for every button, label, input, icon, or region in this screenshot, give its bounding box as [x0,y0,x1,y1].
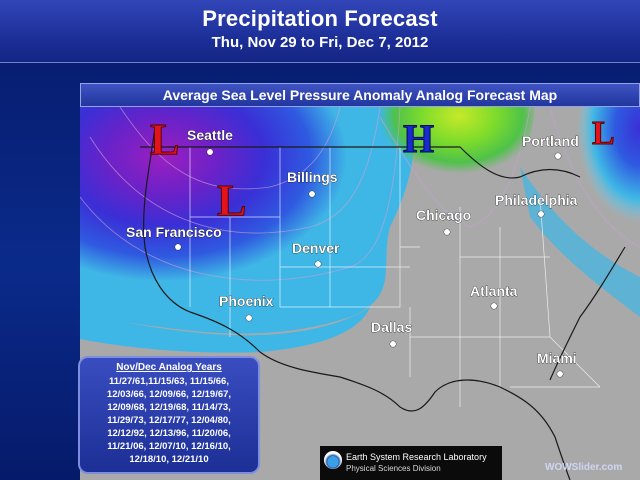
city-dot-billings [308,190,316,198]
city-label-philadelphia: Philadelphia [495,192,578,208]
city-dot-philadelphia [537,210,545,218]
legend-line: 12/09/68, 12/19/68, 11/14/73, [107,402,231,413]
anomaly-map-svg: L L L H Seattle Billings San Francisco D… [80,107,640,480]
low-pressure-marker-northeast: L [592,115,615,152]
city-label-dallas: Dallas [371,319,412,335]
high-anomaly [335,107,535,252]
coastlines [140,126,626,480]
state-borders [140,146,601,407]
header-banner: Precipitation Forecast Thu, Nov 29 to Fr… [0,0,640,63]
city-dot-denver [314,260,322,268]
credit-line-1: Earth System Research Laboratory [346,452,487,462]
legend-line: 11/21/06, 12/07/10, 12/16/10, [107,441,231,452]
watermark: WOWSlider.com [545,462,623,473]
legend-title: Nov/Dec Analog Years [116,362,222,373]
city-dot-portland [554,152,562,160]
legend-line: 12/03/66, 12/09/66, 12/19/67, [106,389,232,400]
credit-line-2: Physical Sciences Division [346,464,441,473]
light-blue-band-east [520,167,640,317]
page-subtitle: Thu, Nov 29 to Fri, Dec 7, 2012 [211,34,429,51]
analog-years-legend: Nov/Dec Analog Years 11/27/61,11/15/63, … [78,356,260,474]
city-dot-miami [556,370,564,378]
map-title-bar: Average Sea Level Pressure Anomaly Analo… [80,83,640,107]
city-label-miami: Miami [537,350,577,366]
city-dot-dallas [389,340,397,348]
city-label-san-francisco: San Francisco [126,224,222,240]
city-dot-phoenix [245,314,253,322]
light-blue-band-west [80,307,370,353]
forecast-map: L L L H Seattle Billings San Francisco D… [80,107,640,480]
low-anomaly-west [80,107,414,334]
city-labels: Seattle Billings San Francisco Denver Ph… [126,127,579,378]
noaa-logo-icon [324,451,342,469]
city-dot-seattle [206,148,214,156]
contour-lines [80,107,640,281]
low-pressure-marker-seattle: L [150,115,179,164]
low-pressure-marker-idaho: L [217,176,246,225]
city-label-atlanta: Atlanta [470,283,518,299]
page-title: Precipitation Forecast [202,6,438,31]
legend-line: 11/29/73, 12/17/77, 12/04/80, [107,415,231,426]
city-label-seattle: Seattle [187,127,233,143]
city-label-denver: Denver [292,240,340,256]
city-label-portland: Portland [522,133,579,149]
esrl-credit: Earth System Research Laboratory Physica… [320,446,502,480]
city-label-chicago: Chicago [416,207,471,223]
legend-line: 12/18/10, 12/21/10 [129,454,209,465]
city-label-phoenix: Phoenix [219,293,274,309]
city-dot-san-francisco [174,243,182,251]
city-dot-atlanta [490,302,498,310]
city-label-billings: Billings [287,169,338,185]
legend-line: 11/27/61,11/15/63, 11/15/66, [109,376,229,387]
city-dot-chicago [443,228,451,236]
high-pressure-marker: H [403,116,434,161]
map-title: Average Sea Level Pressure Anomaly Analo… [162,87,558,103]
legend-line: 12/12/92, 12/13/96, 11/20/06, [107,428,231,439]
